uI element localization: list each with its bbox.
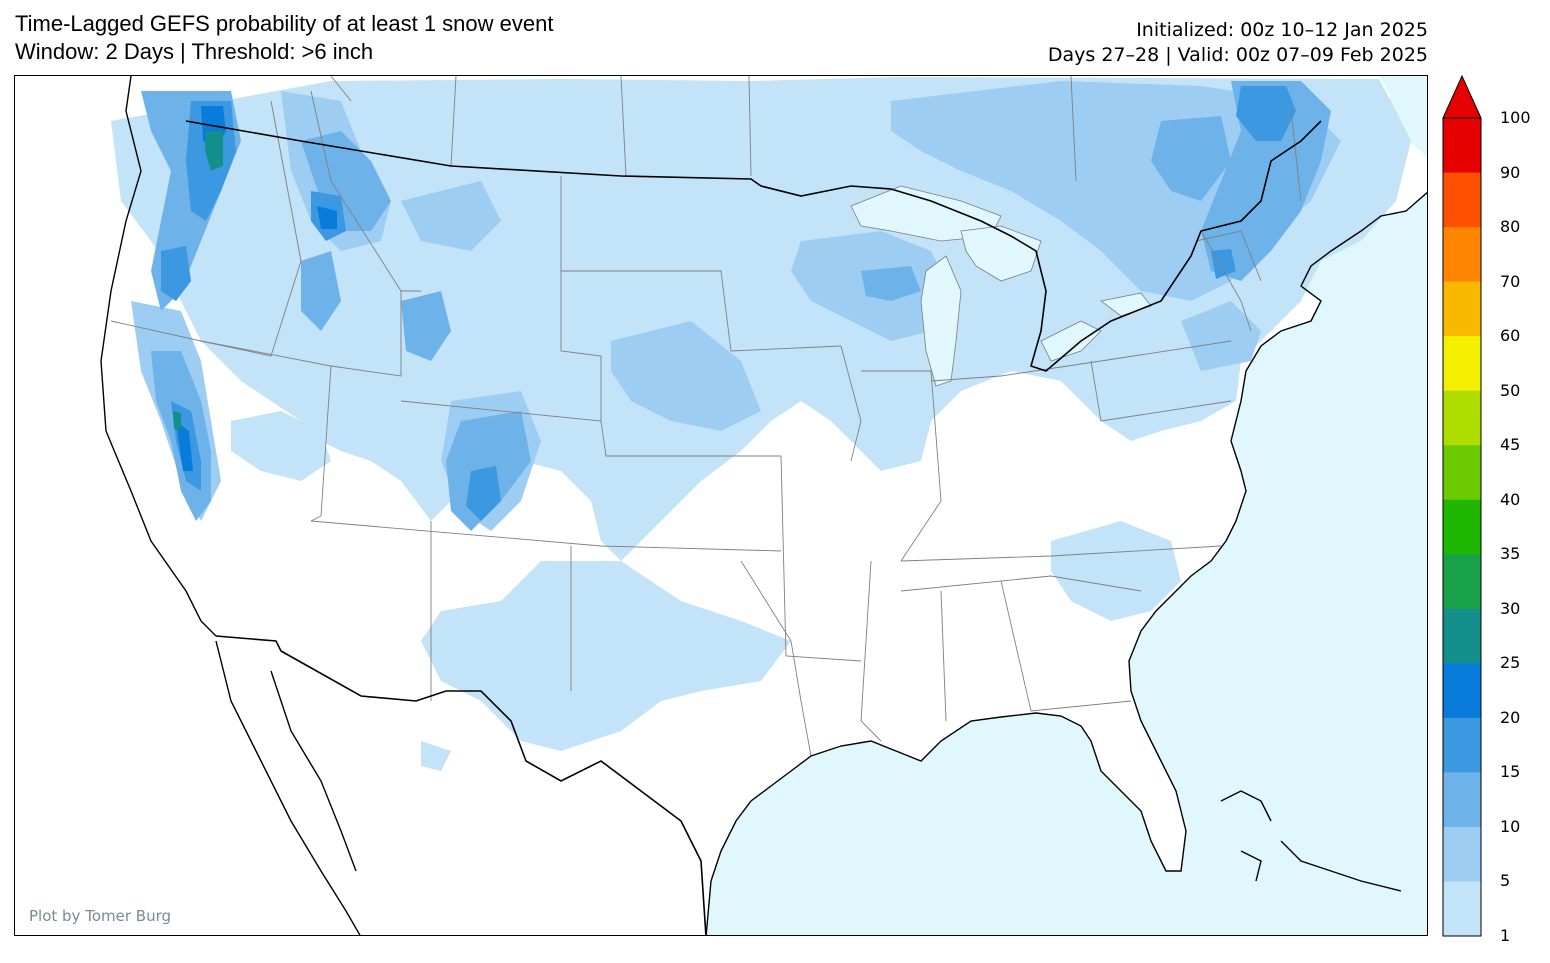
map-svg	[15, 76, 1427, 935]
credit-text: Plot by Tomer Burg	[29, 907, 171, 925]
colorbar-segment	[1443, 281, 1481, 337]
colorbar-segment	[1443, 336, 1481, 392]
colorbar-tick-label: 50	[1500, 380, 1521, 400]
colorbar-tick-label: 45	[1500, 435, 1521, 455]
colorbar-segment	[1443, 826, 1481, 882]
colorbar-tick-label: 100	[1500, 108, 1531, 127]
national-borders	[185, 120, 1322, 935]
province-borders	[330, 76, 1302, 202]
colorbar-extend-arrow	[1442, 75, 1482, 119]
colorbar-segment	[1443, 499, 1481, 555]
colorbar-segment	[1443, 881, 1481, 937]
state-borders	[110, 90, 1262, 757]
run-info: Initialized: 00z 10–12 Jan 2025 Days 27–…	[1048, 18, 1428, 68]
initialized-text: Initialized: 00z 10–12 Jan 2025	[1136, 19, 1428, 41]
colorbar-frame	[1442, 117, 1482, 937]
chart-title: Time-Lagged GEFS probability of at least…	[15, 10, 553, 66]
map-panel	[14, 75, 1428, 936]
colorbar	[1442, 75, 1482, 937]
colorbar-tick-label: 40	[1500, 489, 1521, 509]
valid-text: Days 27–28 | Valid: 00z 07–09 Feb 2025	[1047, 44, 1428, 66]
colorbar-segment	[1443, 554, 1481, 610]
colorbar-tick-label: 35	[1500, 544, 1521, 564]
colorbar-tick-label: 60	[1500, 326, 1521, 346]
colorbar-tick-label: 5	[1500, 871, 1511, 891]
colorbar-tick-label: 30	[1500, 598, 1521, 618]
colorbar-segment	[1443, 772, 1481, 828]
title-line-1: Time-Lagged GEFS probability of at least…	[15, 11, 554, 36]
great-lakes	[850, 185, 1152, 387]
prob-20-30	[173, 106, 337, 471]
colorbar-segment	[1443, 608, 1481, 664]
colorbar-segment	[1443, 172, 1481, 228]
colorbar-tick-label: 15	[1500, 762, 1521, 782]
colorbar-segment	[1443, 663, 1481, 719]
coastlines	[100, 76, 1427, 935]
colorbar-tick-label: 90	[1500, 162, 1521, 182]
colorbar-segment	[1443, 227, 1481, 283]
colorbar-tick-label: 70	[1500, 271, 1521, 291]
title-line-2: Window: 2 Days | Threshold: >6 inch	[15, 39, 374, 64]
colorbar-segments	[1443, 118, 1481, 937]
colorbar-tick-label: 20	[1500, 707, 1521, 727]
colorbar-segment	[1443, 118, 1481, 174]
colorbar-tick-label: 1	[1500, 926, 1511, 945]
colorbar-segment	[1443, 445, 1481, 501]
colorbar-segment	[1443, 390, 1481, 446]
colorbar-segment	[1443, 717, 1481, 773]
colorbar-tick-label: 80	[1500, 217, 1521, 237]
colorbar-tick-label: 25	[1500, 653, 1521, 673]
colorbar-tick-label: 10	[1500, 816, 1521, 836]
